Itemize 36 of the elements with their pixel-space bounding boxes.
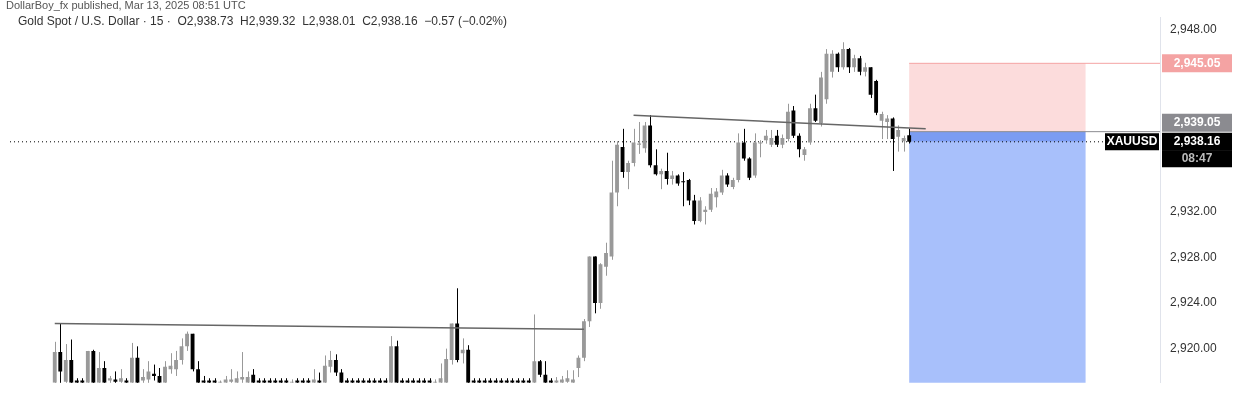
candlestick (333, 353, 338, 377)
candlestick (747, 156, 752, 181)
y-tick-label: 2,932.00 (1170, 204, 1218, 219)
candlestick (532, 313, 537, 384)
candlestick (857, 55, 862, 76)
text: 08:47 (1181, 151, 1213, 166)
candlestick (604, 242, 608, 277)
candlestick (637, 121, 641, 155)
candlestick (841, 41, 845, 71)
y-tick-label: 2,948.00 (1170, 22, 1218, 37)
candlestick (686, 178, 691, 206)
candlestick (58, 323, 63, 384)
candlestick (185, 331, 189, 352)
ref-line-label: 2,939.05 (1173, 115, 1221, 130)
candlestick (626, 160, 630, 190)
annotation: XAUUSD (1106, 134, 1158, 149)
candlestick (830, 49, 834, 79)
candlestick (659, 168, 664, 190)
y-tick-label: 2,920.00 (1170, 340, 1218, 355)
candlestick (719, 169, 724, 196)
candlestick (96, 351, 101, 384)
chart-title: Gold Spot / U.S. Dollar · 15 · O2,938.73 H2,939.32 L2,938.01 C2,938.16 −0.57 (−0.02%) (18, 14, 507, 29)
candlestick (664, 152, 669, 186)
candlestick (653, 148, 658, 177)
y-tick-label: 2,928.00 (1170, 249, 1218, 264)
candlestick (63, 343, 68, 384)
candlestick (69, 339, 74, 384)
candlestick (642, 121, 647, 154)
candlestick (174, 350, 178, 377)
candlestick (692, 194, 697, 225)
ref-line-label: 2,938.16 (1173, 134, 1221, 149)
candlestick (460, 337, 465, 364)
y-tick-label: 2,924.00 (1170, 295, 1218, 310)
chart-subtitle: DollarBoy_fx published, Mar 13, 2025 08:51 UTC (6, 0, 246, 11)
candlestick (896, 124, 901, 153)
ref-line-label: 2,945.05 (1173, 55, 1221, 70)
